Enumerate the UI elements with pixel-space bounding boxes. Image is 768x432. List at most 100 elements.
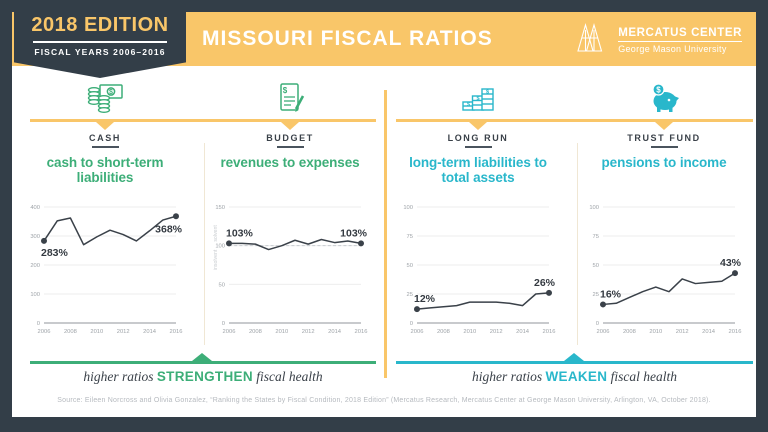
banner-emphasis: WEAKEN (545, 369, 608, 384)
column-budget: $ BUDGET revenues to expenses 0 50 100 150 s… (197, 80, 383, 341)
svg-text:2012: 2012 (676, 329, 689, 335)
logo-name: MERCATUS CENTER (618, 27, 742, 39)
edition-subtitle: FISCAL YEARS 2006–2016 (34, 47, 166, 57)
triangle-up-icon (192, 353, 212, 361)
banner-prefix: higher ratios (471, 369, 543, 384)
svg-text:12%: 12% (414, 293, 436, 305)
svg-text:283%: 283% (41, 246, 69, 258)
column-divider (204, 143, 205, 345)
svg-text:2014: 2014 (328, 329, 342, 335)
svg-text:100: 100 (215, 243, 225, 249)
label-underline (464, 146, 492, 148)
svg-text:25: 25 (407, 292, 413, 298)
banner-prefix: higher ratios (83, 369, 154, 384)
svg-text:2008: 2008 (623, 329, 636, 335)
svg-text:43%: 43% (720, 257, 742, 269)
long-run-chart: 0 25 50 75 100 2006 2008 2010 2012 2014 2016 12% 26% (403, 205, 556, 335)
column-heading: pensions to income (601, 154, 727, 170)
svg-text:2014: 2014 (143, 329, 157, 335)
svg-text:2008: 2008 (249, 329, 262, 335)
column-heading: revenues to expenses (220, 154, 360, 170)
svg-text:2006: 2006 (38, 329, 51, 335)
cash-icon: $ (12, 80, 198, 118)
column-heading: cash to short-term liabilities (46, 154, 164, 186)
svg-text:50: 50 (593, 263, 599, 269)
svg-text:25: 25 (593, 292, 599, 298)
svg-text:150: 150 (215, 205, 225, 211)
svg-text:2012: 2012 (302, 329, 315, 335)
label-underline (650, 146, 678, 148)
svg-text:2014: 2014 (516, 329, 530, 335)
svg-text:103%: 103% (226, 227, 254, 239)
svg-text:16%: 16% (600, 288, 622, 300)
svg-text:2010: 2010 (90, 329, 103, 335)
long-run-icon: $ $ $ (385, 80, 571, 118)
column-label: CASH (89, 133, 121, 143)
svg-text:$: $ (656, 86, 661, 95)
svg-text:0: 0 (596, 321, 599, 327)
trust-fund-icon: $ (571, 80, 757, 118)
svg-text:75: 75 (407, 234, 413, 240)
svg-text:400: 400 (30, 205, 40, 211)
cash-chart: 0 100 200 300 400 2006 2008 2010 2012 2014 2016 283… (30, 205, 183, 335)
svg-text:$: $ (486, 90, 489, 96)
svg-text:50: 50 (219, 282, 225, 288)
svg-text:103%: 103% (340, 227, 368, 239)
svg-text:2010: 2010 (463, 329, 476, 335)
chevron-down-icon (281, 122, 299, 130)
svg-text:$: $ (467, 102, 470, 108)
badge-divider (33, 41, 167, 43)
label-underline (276, 146, 304, 148)
strengthen-banner-line (30, 361, 376, 364)
logo-text: MERCATUS CENTER George Mason University (618, 27, 742, 54)
svg-text:0: 0 (37, 321, 40, 327)
svg-text:0: 0 (222, 321, 225, 327)
svg-text:2006: 2006 (597, 329, 610, 335)
column-divider (577, 143, 578, 345)
svg-text:2016: 2016 (729, 329, 742, 335)
svg-text:2006: 2006 (411, 329, 424, 335)
column-long-run: $ $ $ LONG RUN long-term liabilities to … (385, 80, 571, 341)
svg-text:100: 100 (589, 205, 599, 211)
column-trust-fund: $ TRUST FUND pensions to income 0 25 50 75 1… (571, 80, 757, 341)
chevron-down-icon (655, 122, 673, 130)
budget-chart: 0 50 100 150 solvent insolvent 2006 2008 2010 201… (213, 205, 368, 335)
triangle-up-icon (564, 353, 584, 361)
svg-text:solvent: solvent (213, 224, 219, 241)
source-citation: Source: Eileen Norcross and Olivia Gonza… (57, 397, 711, 404)
svg-text:0: 0 (410, 321, 413, 327)
svg-text:$: $ (109, 89, 113, 96)
svg-text:2010: 2010 (649, 329, 662, 335)
page-title: MISSOURI FISCAL RATIOS (202, 27, 493, 50)
trust-fund-chart: 0 25 50 75 100 2006 2008 2010 2012 2014 2016 16% 43% (589, 205, 742, 335)
svg-text:2008: 2008 (437, 329, 450, 335)
icon-rule-right (396, 119, 753, 122)
banner-suffix: fiscal health (610, 369, 678, 384)
svg-text:2016: 2016 (355, 329, 368, 335)
svg-text:200: 200 (30, 263, 40, 269)
svg-text:2008: 2008 (64, 329, 77, 335)
chevron-down-icon (469, 122, 487, 130)
column-cash: $ CASH cash to short-term liabilities 0 1… (12, 80, 198, 341)
edition-badge: 2018 EDITION FISCAL YEARS 2006–2016 (14, 0, 186, 78)
strengthen-banner-text: higher ratios STRENGTHEN fiscal health (30, 369, 376, 385)
svg-text:2014: 2014 (702, 329, 716, 335)
column-label: BUDGET (266, 133, 314, 143)
center-divider (384, 90, 387, 378)
svg-text:2012: 2012 (117, 329, 130, 335)
svg-text:2012: 2012 (490, 329, 503, 335)
edition-title: 2018 EDITION (31, 14, 169, 36)
svg-text:2010: 2010 (275, 329, 288, 335)
svg-text:50: 50 (407, 263, 413, 269)
mercatus-logo: MERCATUS CENTER George Mason University (577, 23, 742, 57)
column-label: TRUST FUND (627, 133, 701, 143)
banner-suffix: fiscal health (256, 369, 323, 384)
svg-text:75: 75 (593, 234, 599, 240)
svg-text:100: 100 (30, 292, 40, 298)
svg-text:368%: 368% (155, 223, 183, 235)
svg-text:2006: 2006 (223, 329, 236, 335)
weaken-banner-text: higher ratios WEAKEN fiscal health (396, 369, 753, 385)
svg-text:2016: 2016 (170, 329, 183, 335)
label-underline (91, 146, 119, 148)
svg-text:2016: 2016 (543, 329, 556, 335)
